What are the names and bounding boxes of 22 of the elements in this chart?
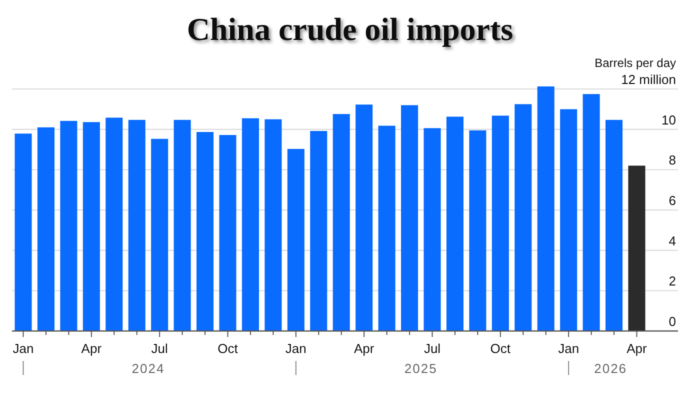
y-tick-label: 0: [668, 314, 676, 329]
x-tick-label: Jan: [12, 341, 34, 356]
y-tick-label: 8: [668, 152, 676, 168]
text: 2024: [132, 361, 165, 376]
y-tick-label: 2: [668, 274, 676, 289]
chart-title: China crude oil imports: [186, 11, 514, 47]
y-tick-label: 10: [662, 112, 676, 128]
y-axis-title: Barrels per day: [594, 56, 676, 70]
y-tick-label: 4: [668, 233, 676, 248]
x-tick-label: Jan: [285, 341, 306, 356]
x-tick-label: Apr: [81, 341, 102, 356]
text: 2026: [594, 361, 628, 376]
x-tick-label: Oct: [490, 341, 511, 356]
y-tick-label: 12 million: [621, 72, 676, 88]
x-tick-label: Jul: [151, 341, 168, 356]
x-tick-label: Jul: [424, 341, 441, 356]
x-tick-label: Apr: [626, 341, 648, 356]
x-tick-label: Jan: [558, 341, 580, 356]
y-tick-label: 6: [668, 193, 676, 208]
x-tick-label: Oct: [218, 341, 238, 356]
text: 2025: [404, 361, 438, 376]
x-tick-label: Apr: [354, 341, 375, 356]
